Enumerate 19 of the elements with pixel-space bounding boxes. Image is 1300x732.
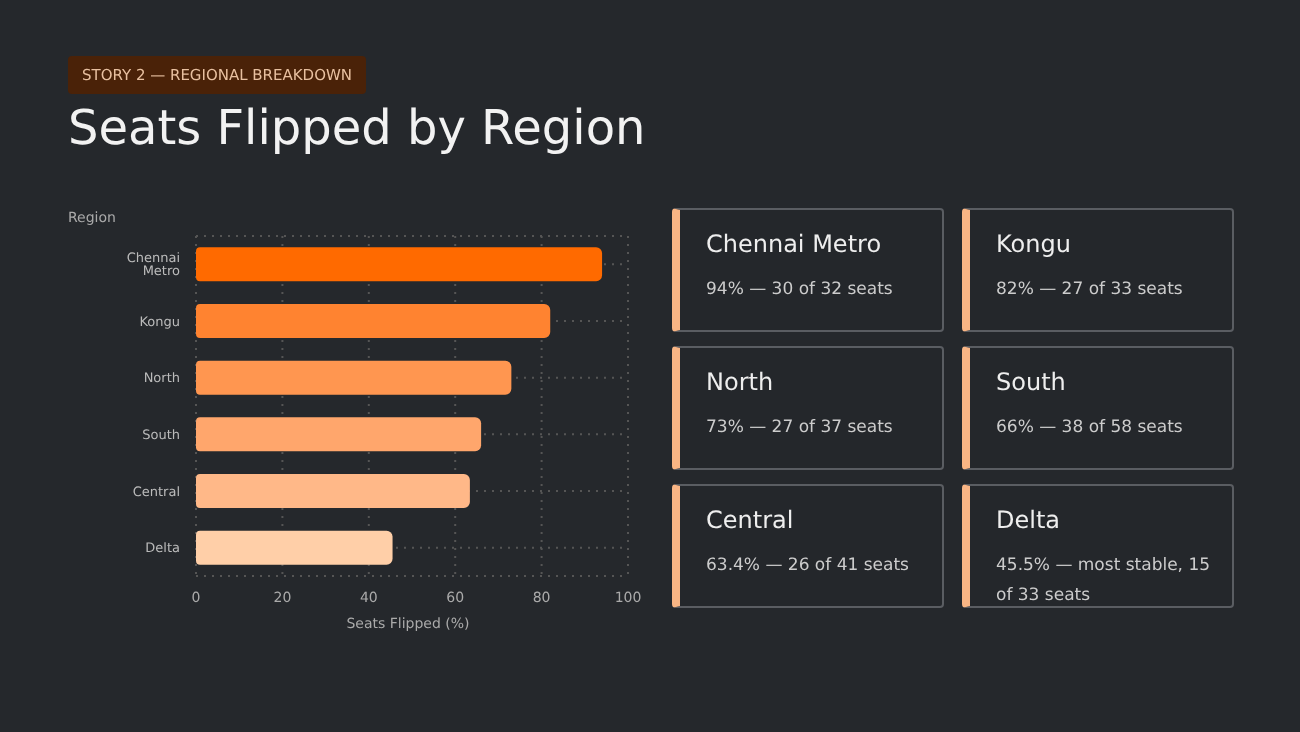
bar <box>196 247 603 282</box>
text: 63.4% — 26 of 41 seats <box>706 554 911 580</box>
category-label: South <box>996 368 1068 396</box>
bar <box>196 304 551 338</box>
category-label: Delta <box>996 506 1063 534</box>
text: 82% — 27 of 33 seats <box>996 278 1185 304</box>
chart-title: Seats Flipped by Region <box>68 100 646 156</box>
text: 45.5% — most stable, 15 of 33 seats <box>996 554 1212 610</box>
category-label: North <box>706 368 776 396</box>
bar <box>196 417 482 452</box>
bar <box>196 360 512 395</box>
category-label: Chennai Metro <box>706 230 884 258</box>
bar <box>196 474 470 508</box>
bar <box>196 530 393 565</box>
category-label: Kongu <box>996 230 1073 258</box>
category-label: Central <box>706 506 796 534</box>
text: 66% — 38 of 58 seats <box>996 416 1185 442</box>
text: 73% — 27 of 37 seats <box>706 416 895 442</box>
text: 94% — 30 of 32 seats <box>706 278 895 304</box>
